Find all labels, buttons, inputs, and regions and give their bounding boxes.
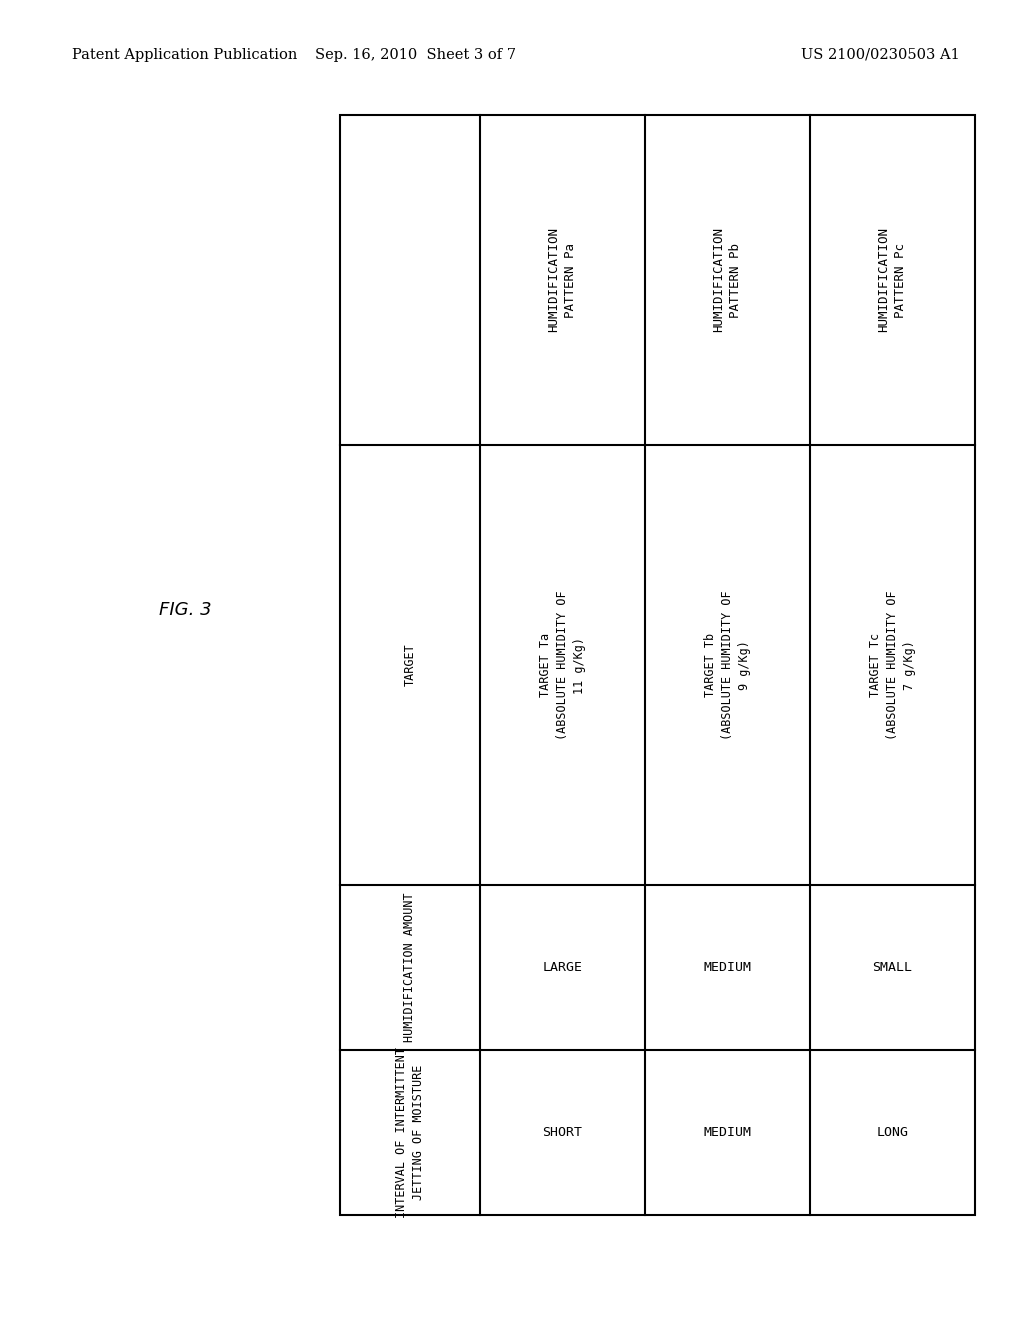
Text: LARGE: LARGE bbox=[543, 961, 583, 974]
Text: FIG. 3: FIG. 3 bbox=[159, 601, 211, 619]
Text: TARGET Tc
(ABSOLUTE HUMIDITY OF
7 g/Kg): TARGET Tc (ABSOLUTE HUMIDITY OF 7 g/Kg) bbox=[869, 590, 915, 739]
Text: TARGET Tb
(ABSOLUTE HUMIDITY OF
9 g/Kg): TARGET Tb (ABSOLUTE HUMIDITY OF 9 g/Kg) bbox=[703, 590, 751, 739]
Text: HUMIDIFICATION
PATTERN Pc: HUMIDIFICATION PATTERN Pc bbox=[878, 227, 907, 333]
Bar bbox=[340, 115, 975, 1214]
Text: Sep. 16, 2010  Sheet 3 of 7: Sep. 16, 2010 Sheet 3 of 7 bbox=[314, 48, 515, 62]
Text: HUMIDIFICATION
PATTERN Pb: HUMIDIFICATION PATTERN Pb bbox=[713, 227, 742, 333]
Text: HUMIDIFICATION AMOUNT: HUMIDIFICATION AMOUNT bbox=[403, 892, 417, 1043]
Text: MEDIUM: MEDIUM bbox=[703, 1126, 752, 1139]
Text: TARGET Ta
(ABSOLUTE HUMIDITY OF
11 g/Kg): TARGET Ta (ABSOLUTE HUMIDITY OF 11 g/Kg) bbox=[539, 590, 586, 739]
Text: HUMIDIFICATION
PATTERN Pa: HUMIDIFICATION PATTERN Pa bbox=[547, 227, 578, 333]
Text: MEDIUM: MEDIUM bbox=[703, 961, 752, 974]
Text: Patent Application Publication: Patent Application Publication bbox=[72, 48, 297, 62]
Text: LONG: LONG bbox=[877, 1126, 908, 1139]
Text: SMALL: SMALL bbox=[872, 961, 912, 974]
Text: US 2100/0230503 A1: US 2100/0230503 A1 bbox=[801, 48, 959, 62]
Text: TARGET: TARGET bbox=[403, 644, 417, 686]
Text: INTERVAL OF INTERMITTENT
JETTING OF MOISTURE: INTERVAL OF INTERMITTENT JETTING OF MOIS… bbox=[395, 1047, 425, 1218]
Text: SHORT: SHORT bbox=[543, 1126, 583, 1139]
